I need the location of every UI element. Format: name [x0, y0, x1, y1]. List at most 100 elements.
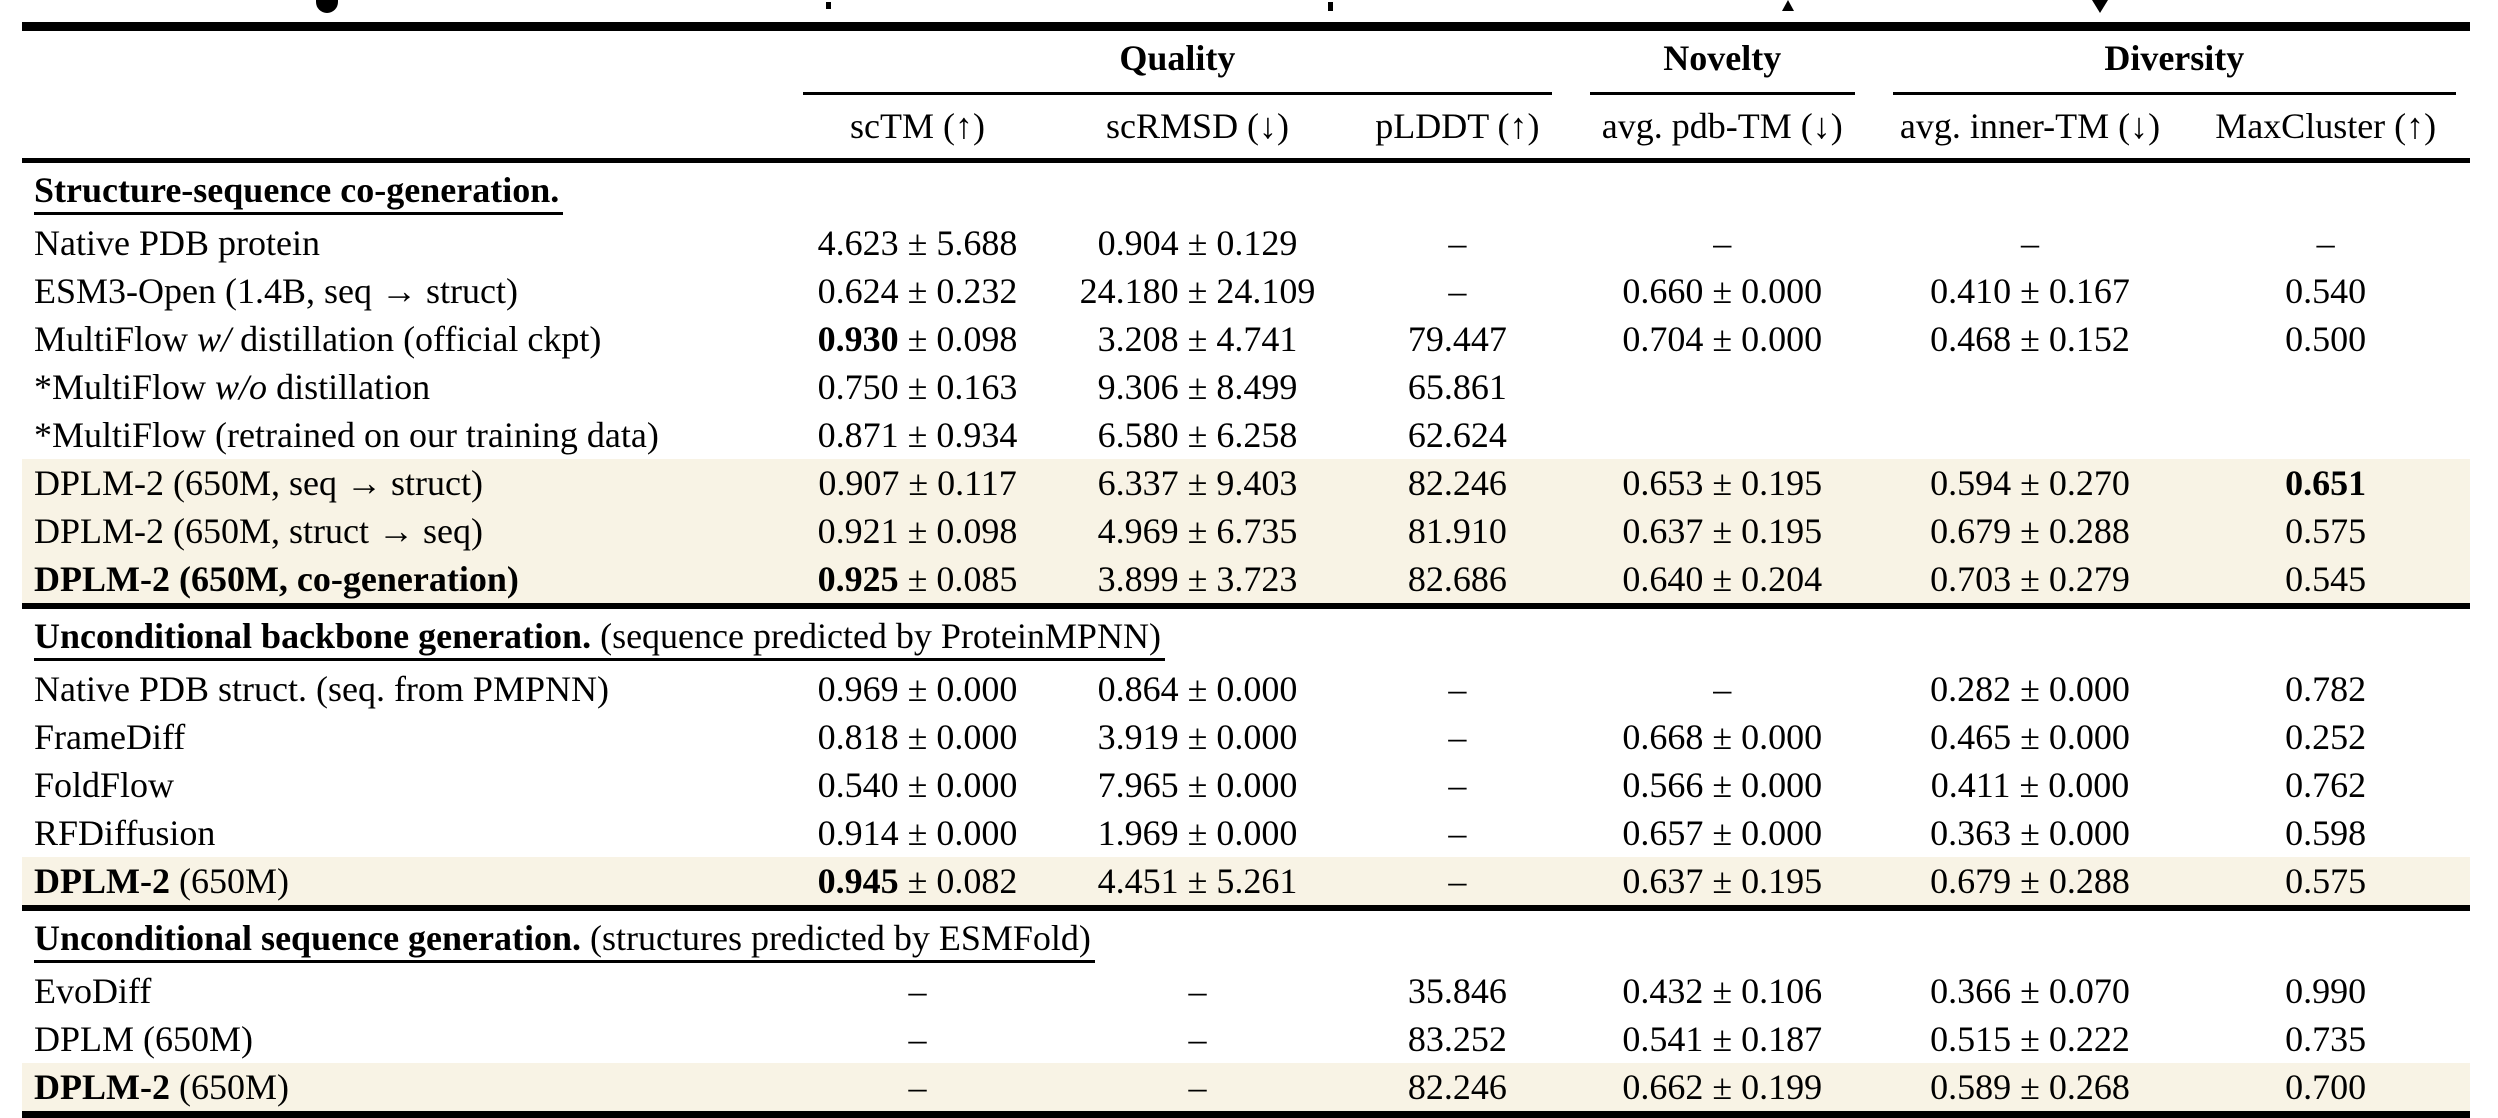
text-span: 0.515 ± 0.222: [1930, 1019, 2130, 1059]
text-span: –: [908, 971, 927, 1011]
table-cell: –: [1879, 219, 2182, 267]
table-cell: 0.700: [2181, 1063, 2470, 1111]
section-header-row: Structure-sequence co-generation.: [22, 161, 2470, 220]
text-span: 82.686: [1407, 559, 1507, 599]
text-span: 35.846: [1407, 971, 1507, 1011]
model-label: DPLM (650M): [22, 1015, 789, 1063]
text-span: ± 0.098: [898, 319, 1018, 359]
table-cell: 0.651: [2181, 459, 2470, 507]
table-cell: –: [1349, 267, 1566, 315]
group-diversity-label: Diversity: [2104, 38, 2245, 78]
text-span: 0.969 ± 0.000: [817, 669, 1018, 709]
table-cell: –: [1046, 967, 1349, 1015]
table-cell: 0.925 ± 0.085: [788, 555, 1047, 606]
table-cell: 0.468 ± 0.152: [1879, 315, 2182, 363]
text-span: ESM3-Open (1.4B, seq → struct): [34, 271, 518, 311]
table-cell: 0.930 ± 0.098: [789, 315, 1046, 363]
text-span: *MultiFlow: [34, 367, 216, 407]
text-span: –: [1188, 1019, 1207, 1059]
table-cell: 0.679 ± 0.288: [1878, 507, 2182, 555]
table-cell: [2181, 363, 2470, 411]
table-row: DPLM (650M) – – 83.252 0.541 ± 0.187 0.515 ± …: [22, 1015, 2470, 1063]
col-maxcluster: MaxCluster (↑): [2181, 95, 2470, 163]
text-span: 0.468 ± 0.152: [1930, 319, 2130, 359]
table-cell: 0.540: [2181, 267, 2470, 315]
table-row: *MultiFlow (retrained on our training da…: [22, 411, 2470, 459]
table-cell: 0.410 ± 0.167: [1879, 267, 2182, 315]
text-span: 24.180 ± 24.109: [1079, 271, 1316, 311]
section-title: Unconditional backbone generation. (sequ…: [34, 614, 1165, 661]
text-span: –: [1188, 971, 1207, 1011]
section-title-cell: Structure-sequence co-generation.: [22, 161, 2470, 220]
text-span: DPLM-2 (650M, seq → struct): [34, 463, 483, 503]
table-cell: 65.861: [1349, 363, 1566, 411]
model-label: FrameDiff: [22, 713, 789, 761]
table-cell: 6.337 ± 9.403: [1046, 459, 1349, 507]
group-novelty: Novelty: [1566, 31, 1879, 95]
table-cell: –: [1566, 665, 1879, 713]
text-span: 0.598: [2285, 813, 2367, 853]
text-span: 0.366 ± 0.070: [1930, 971, 2130, 1011]
text-span: 0.541 ± 0.187: [1622, 1019, 1823, 1059]
text-span: 0.637 ± 0.195: [1622, 511, 1823, 551]
model-label: RFDiffusion: [22, 809, 789, 857]
text-span: –: [908, 1067, 927, 1107]
section-header-row: Unconditional sequence generation. (stru…: [22, 905, 2470, 967]
table-cell: –: [1348, 857, 1566, 908]
text-span: 0.735: [2285, 1019, 2367, 1059]
text-span: Native PDB struct. (seq. from PMPNN): [34, 669, 609, 709]
text-span: 0.921 ± 0.098: [817, 511, 1018, 551]
model-label: DPLM-2 (650M, struct → seq): [22, 507, 789, 555]
text-span: (structures predicted by ESMFold): [581, 917, 1091, 958]
text-span: 0.411 ± 0.000: [1930, 765, 2130, 805]
table-body: Structure-sequence co-generation. Native …: [22, 161, 2470, 1111]
table-cell: 0.575: [2181, 507, 2470, 555]
text-span: 79.447: [1407, 319, 1507, 359]
model-label: EvoDiff: [22, 967, 789, 1015]
section-title: Structure-sequence co-generation.: [34, 168, 564, 215]
text-span: 3.208 ± 4.741: [1097, 319, 1298, 359]
table-cell: 79.447: [1349, 315, 1566, 363]
text-span: –: [1448, 223, 1467, 263]
text-span: –: [1448, 813, 1467, 853]
section-title-cell: Unconditional sequence generation. (stru…: [22, 905, 2470, 967]
table-cell: –: [1349, 761, 1566, 809]
table-cell: –: [1349, 219, 1566, 267]
text-span: 0.662 ± 0.199: [1622, 1067, 1823, 1107]
text-span: 65.861: [1407, 367, 1507, 407]
text-span: 9.306 ± 8.499: [1097, 367, 1298, 407]
table-cell: 4.969 ± 6.735: [1046, 507, 1349, 555]
text-span: 0.282 ± 0.000: [1930, 669, 2130, 709]
column-header-row: scTM (↑) scRMSD (↓) pLDDT (↑) avg. pdb-T…: [22, 95, 2470, 163]
table-cell: –: [1046, 1015, 1349, 1063]
table-row: Native PDB struct. (seq. from PMPNN) 0.96…: [22, 665, 2470, 713]
caption-up-arrow-fragment: [1782, 0, 1794, 11]
text-span: (650M): [169, 1067, 289, 1107]
text-span: 0.990: [2285, 971, 2367, 1011]
table-cell: 0.762: [2181, 761, 2470, 809]
col-plddt: pLDDT (↑): [1348, 95, 1566, 163]
text-span: 1.969 ± 0.000: [1097, 813, 1298, 853]
model-label: MultiFlow w/ distillation (official ckpt…: [22, 315, 789, 363]
table-cell: 82.686: [1348, 555, 1566, 606]
text-span: RFDiffusion: [34, 813, 216, 853]
text-span: –: [1448, 717, 1467, 757]
text-span: 0.432 ± 0.106: [1622, 971, 1823, 1011]
table-cell: 1.969 ± 0.000: [1046, 809, 1349, 857]
text-span: 0.904 ± 0.129: [1097, 223, 1298, 263]
text-span: 0.252: [2285, 717, 2367, 757]
model-label: Native PDB protein: [22, 219, 789, 267]
model-label: ESM3-Open (1.4B, seq → struct): [22, 267, 789, 315]
table-cell: 0.500: [2181, 315, 2470, 363]
text-span: –: [1448, 271, 1467, 311]
text-span: 7.965 ± 0.000: [1097, 765, 1298, 805]
text-span: FrameDiff: [34, 717, 186, 757]
model-label: *MultiFlow (retrained on our training da…: [22, 411, 789, 459]
text-span: Unconditional sequence generation.: [34, 917, 582, 958]
text-span: 0.818 ± 0.000: [817, 717, 1018, 757]
table-cell: 0.735: [2181, 1015, 2470, 1063]
table-cell: –: [2181, 219, 2470, 267]
text-span: distillation: [267, 367, 431, 407]
corner-blank: [22, 31, 789, 95]
text-span: –: [908, 1019, 927, 1059]
